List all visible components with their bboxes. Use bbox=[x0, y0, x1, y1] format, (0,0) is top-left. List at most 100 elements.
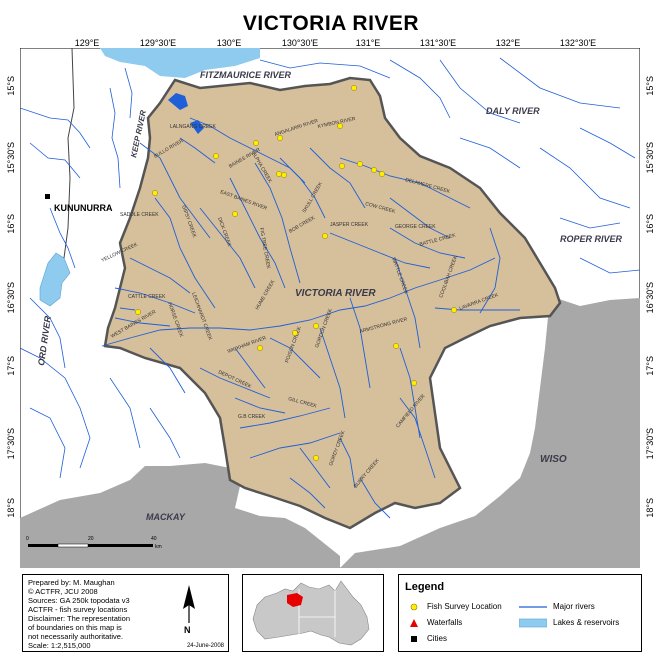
legend-item: Waterfalls bbox=[427, 618, 463, 627]
survey-point bbox=[213, 153, 219, 159]
creek-label: SADDLE CREEK bbox=[120, 212, 159, 218]
latitude-label: 15°30'S bbox=[645, 142, 655, 174]
mackay-basin bbox=[20, 463, 340, 568]
info-box: Prepared by: M. Maughan © ACTFR, JCU 200… bbox=[22, 574, 229, 652]
lake-icon bbox=[519, 618, 547, 628]
legend-item: Major rivers bbox=[553, 602, 595, 611]
lake-argyle bbox=[39, 252, 71, 307]
latitude-label: 18°S bbox=[645, 498, 655, 518]
region-highlight bbox=[287, 593, 303, 607]
survey-point bbox=[152, 190, 158, 196]
catchment-rivers bbox=[101, 117, 520, 519]
info-line: ACTFR - fish survey locations bbox=[28, 605, 128, 614]
state-border bbox=[63, 48, 75, 259]
latitude-label: 16°S bbox=[6, 214, 16, 234]
scale-label: 40 bbox=[151, 536, 157, 542]
outer-rivers bbox=[20, 57, 640, 479]
scale-bar: 0 20 40 km bbox=[26, 536, 162, 550]
longitude-label: 130°30'E bbox=[281, 38, 319, 48]
survey-point-icon bbox=[410, 603, 418, 611]
estuary bbox=[168, 93, 188, 110]
estuary bbox=[190, 120, 204, 134]
mackay-label: MACKAY bbox=[146, 512, 186, 522]
survey-point bbox=[253, 140, 259, 146]
info-line: not necessarily authoritative. bbox=[28, 632, 124, 641]
longitude-label: 131°E bbox=[355, 38, 381, 48]
wiso-label: WISO bbox=[540, 454, 567, 465]
locator-map bbox=[242, 574, 384, 652]
creek-label: JASPER CREEK bbox=[330, 222, 369, 228]
wiso-basin bbox=[340, 296, 640, 568]
survey-point bbox=[371, 167, 377, 173]
creek-label: GEORGE CREEK bbox=[395, 224, 436, 230]
city-icon bbox=[411, 636, 417, 642]
legend-title: Legend bbox=[405, 581, 445, 593]
latitude-label: 17°30'S bbox=[645, 428, 655, 460]
city-label: KUNUNURRA bbox=[54, 203, 113, 213]
legend-item: Cities bbox=[427, 634, 448, 643]
survey-point bbox=[292, 330, 298, 336]
survey-point bbox=[257, 345, 263, 351]
info-line: © ACTFR, JCU 2008 bbox=[28, 587, 98, 596]
australia-outline-icon bbox=[252, 580, 370, 646]
map-title: VICTORIA RIVER bbox=[242, 12, 420, 35]
victoria-label: VICTORIA RIVER bbox=[295, 288, 376, 299]
scale-unit: km bbox=[155, 544, 162, 550]
info-line: Sources: GA 250k topodata v3 bbox=[28, 596, 130, 605]
longitude-label: 130°E bbox=[216, 38, 242, 48]
info-line: Prepared by: M. Maughan bbox=[28, 578, 115, 587]
survey-points bbox=[135, 85, 457, 461]
scale-label: 20 bbox=[88, 536, 94, 542]
date-label: 24-June-2008 bbox=[186, 643, 224, 649]
creek-label: G.B CREEK bbox=[238, 414, 266, 420]
latitude-label: 17°30'S bbox=[6, 428, 16, 460]
latitude-label: 16°30'S bbox=[645, 282, 655, 314]
fitzmaurice-label: FITZMAURICE RIVER bbox=[200, 70, 291, 80]
survey-point bbox=[337, 123, 343, 129]
latitude-label: 17°S bbox=[6, 356, 16, 376]
latitude-label: 16°S bbox=[645, 214, 655, 234]
creek-label: LALNGANG CREEK bbox=[170, 124, 217, 130]
longitude-label: 132°30'E bbox=[559, 38, 597, 48]
survey-point bbox=[411, 380, 417, 386]
info-line: Scale: 1:2,515,000 bbox=[28, 641, 91, 650]
map-canvas[interactable]: FITZMAURICE RIVER DALY RIVER KEEP RIVER … bbox=[20, 48, 640, 568]
legend-item: Lakes & reservoirs bbox=[553, 618, 620, 627]
longitude-label: 131°30'E bbox=[419, 38, 457, 48]
daly-label: DALY RIVER bbox=[486, 106, 540, 116]
legend-item: Fish Survey Location bbox=[427, 602, 502, 611]
waterfall-icon bbox=[410, 619, 418, 627]
survey-point bbox=[232, 211, 238, 217]
legend: Legend Fish Survey Location Waterfalls C… bbox=[398, 574, 642, 652]
scale-label: 0 bbox=[26, 536, 29, 542]
river-line-icon bbox=[519, 606, 547, 608]
svg-text:N: N bbox=[184, 625, 191, 635]
survey-point bbox=[351, 85, 357, 91]
survey-point bbox=[339, 163, 345, 169]
survey-point bbox=[135, 309, 141, 315]
longitude-label: 129°E bbox=[74, 38, 100, 48]
survey-point bbox=[281, 172, 287, 178]
sea-area bbox=[100, 48, 260, 78]
survey-point bbox=[379, 171, 385, 177]
latitude-label: 16°30'S bbox=[6, 282, 16, 314]
survey-point bbox=[313, 455, 319, 461]
survey-point bbox=[313, 323, 319, 329]
latitude-label: 18°S bbox=[6, 498, 16, 518]
roper-label: ROPER RIVER bbox=[560, 234, 623, 244]
survey-point bbox=[451, 307, 457, 313]
info-line: of boundaries on this map is bbox=[28, 623, 122, 632]
survey-point bbox=[277, 135, 283, 141]
latitude-label: 15°30'S bbox=[6, 142, 16, 174]
info-line: Disclaimer: The representation bbox=[28, 614, 130, 623]
latitude-label: 17°S bbox=[645, 356, 655, 376]
victoria-catchment bbox=[103, 76, 562, 530]
survey-point bbox=[393, 343, 399, 349]
survey-point bbox=[322, 233, 328, 239]
creek-label: CATTLE CREEK bbox=[128, 294, 166, 300]
survey-point bbox=[357, 161, 363, 167]
latitude-label: 15°S bbox=[6, 76, 16, 96]
city-marker bbox=[45, 194, 50, 199]
latitude-label: 15°S bbox=[645, 76, 655, 96]
survey-point bbox=[276, 171, 282, 177]
